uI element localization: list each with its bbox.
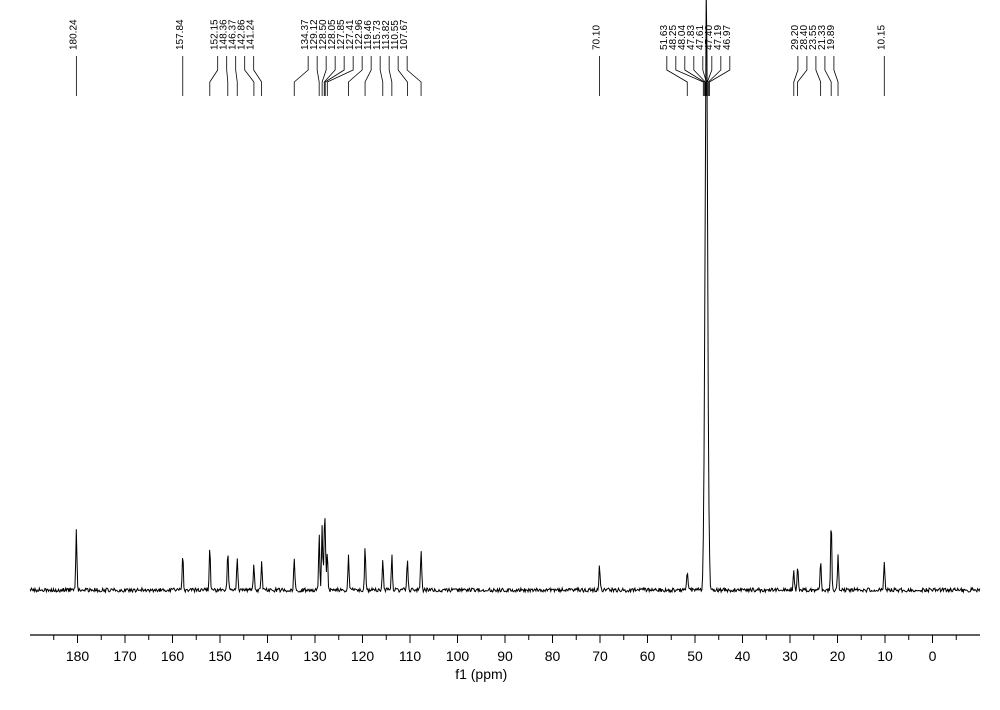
axis-tick-label: 70 bbox=[592, 648, 608, 664]
peak-tail bbox=[685, 56, 704, 96]
peak-tail bbox=[210, 56, 218, 96]
peak-tail bbox=[294, 56, 308, 96]
peak-tail bbox=[325, 56, 344, 96]
peak-tail bbox=[667, 56, 687, 96]
axis-tick-label: 90 bbox=[497, 648, 513, 664]
peak-label: 141.24 bbox=[246, 19, 257, 50]
peak-tail bbox=[348, 56, 362, 96]
peak-tail bbox=[236, 56, 238, 96]
peak-tail bbox=[245, 56, 254, 96]
axis-tick-label: 180 bbox=[66, 648, 90, 664]
peak-tail bbox=[798, 56, 807, 96]
peak-tail bbox=[407, 56, 421, 96]
axis-tick-label: 20 bbox=[830, 648, 846, 664]
spectrum-trace bbox=[30, 0, 980, 592]
axis-tick-label: 30 bbox=[782, 648, 798, 664]
peak-label: 70.10 bbox=[592, 25, 603, 50]
axis-tick-label: 60 bbox=[640, 648, 656, 664]
axis-tick-label: 120 bbox=[351, 648, 375, 664]
axis-tick-label: 170 bbox=[113, 648, 137, 664]
peak-tail bbox=[227, 56, 228, 96]
peak-tail bbox=[825, 56, 831, 96]
peak-tail bbox=[327, 56, 353, 96]
axis-tick-label: 50 bbox=[687, 648, 703, 664]
axis-tick-label: 80 bbox=[545, 648, 561, 664]
axis-label: f1 (ppm) bbox=[455, 666, 507, 682]
peak-label: 46.97 bbox=[722, 25, 733, 50]
peak-label: 10.15 bbox=[876, 25, 887, 50]
peak-tail bbox=[834, 56, 838, 96]
peak-tail bbox=[709, 56, 729, 96]
nmr-spectrum: 1801701601501401301201101009080706050403… bbox=[0, 0, 1000, 710]
peak-tail bbox=[317, 56, 319, 96]
peak-label: 107.67 bbox=[399, 19, 410, 50]
axis-tick-label: 100 bbox=[446, 648, 470, 664]
axis-tick-label: 150 bbox=[208, 648, 232, 664]
peak-label: 19.89 bbox=[826, 25, 837, 50]
peak-tail bbox=[365, 56, 371, 96]
axis-tick-label: 110 bbox=[399, 648, 422, 664]
axis-tick-label: 40 bbox=[735, 648, 751, 664]
axis-tick-label: 130 bbox=[303, 648, 327, 664]
axis-tick-label: 160 bbox=[161, 648, 185, 664]
peak-tail bbox=[254, 56, 262, 96]
peak-tail bbox=[389, 56, 392, 96]
peak-label: 157.84 bbox=[175, 19, 186, 50]
peak-tail bbox=[816, 56, 821, 96]
peak-tail bbox=[398, 56, 407, 96]
peak-tail bbox=[380, 56, 383, 96]
axis-tick-label: 140 bbox=[256, 648, 280, 664]
axis-tick-label: 10 bbox=[877, 648, 893, 664]
peak-label: 180.24 bbox=[68, 19, 79, 50]
axis-tick-label: 0 bbox=[929, 648, 937, 664]
